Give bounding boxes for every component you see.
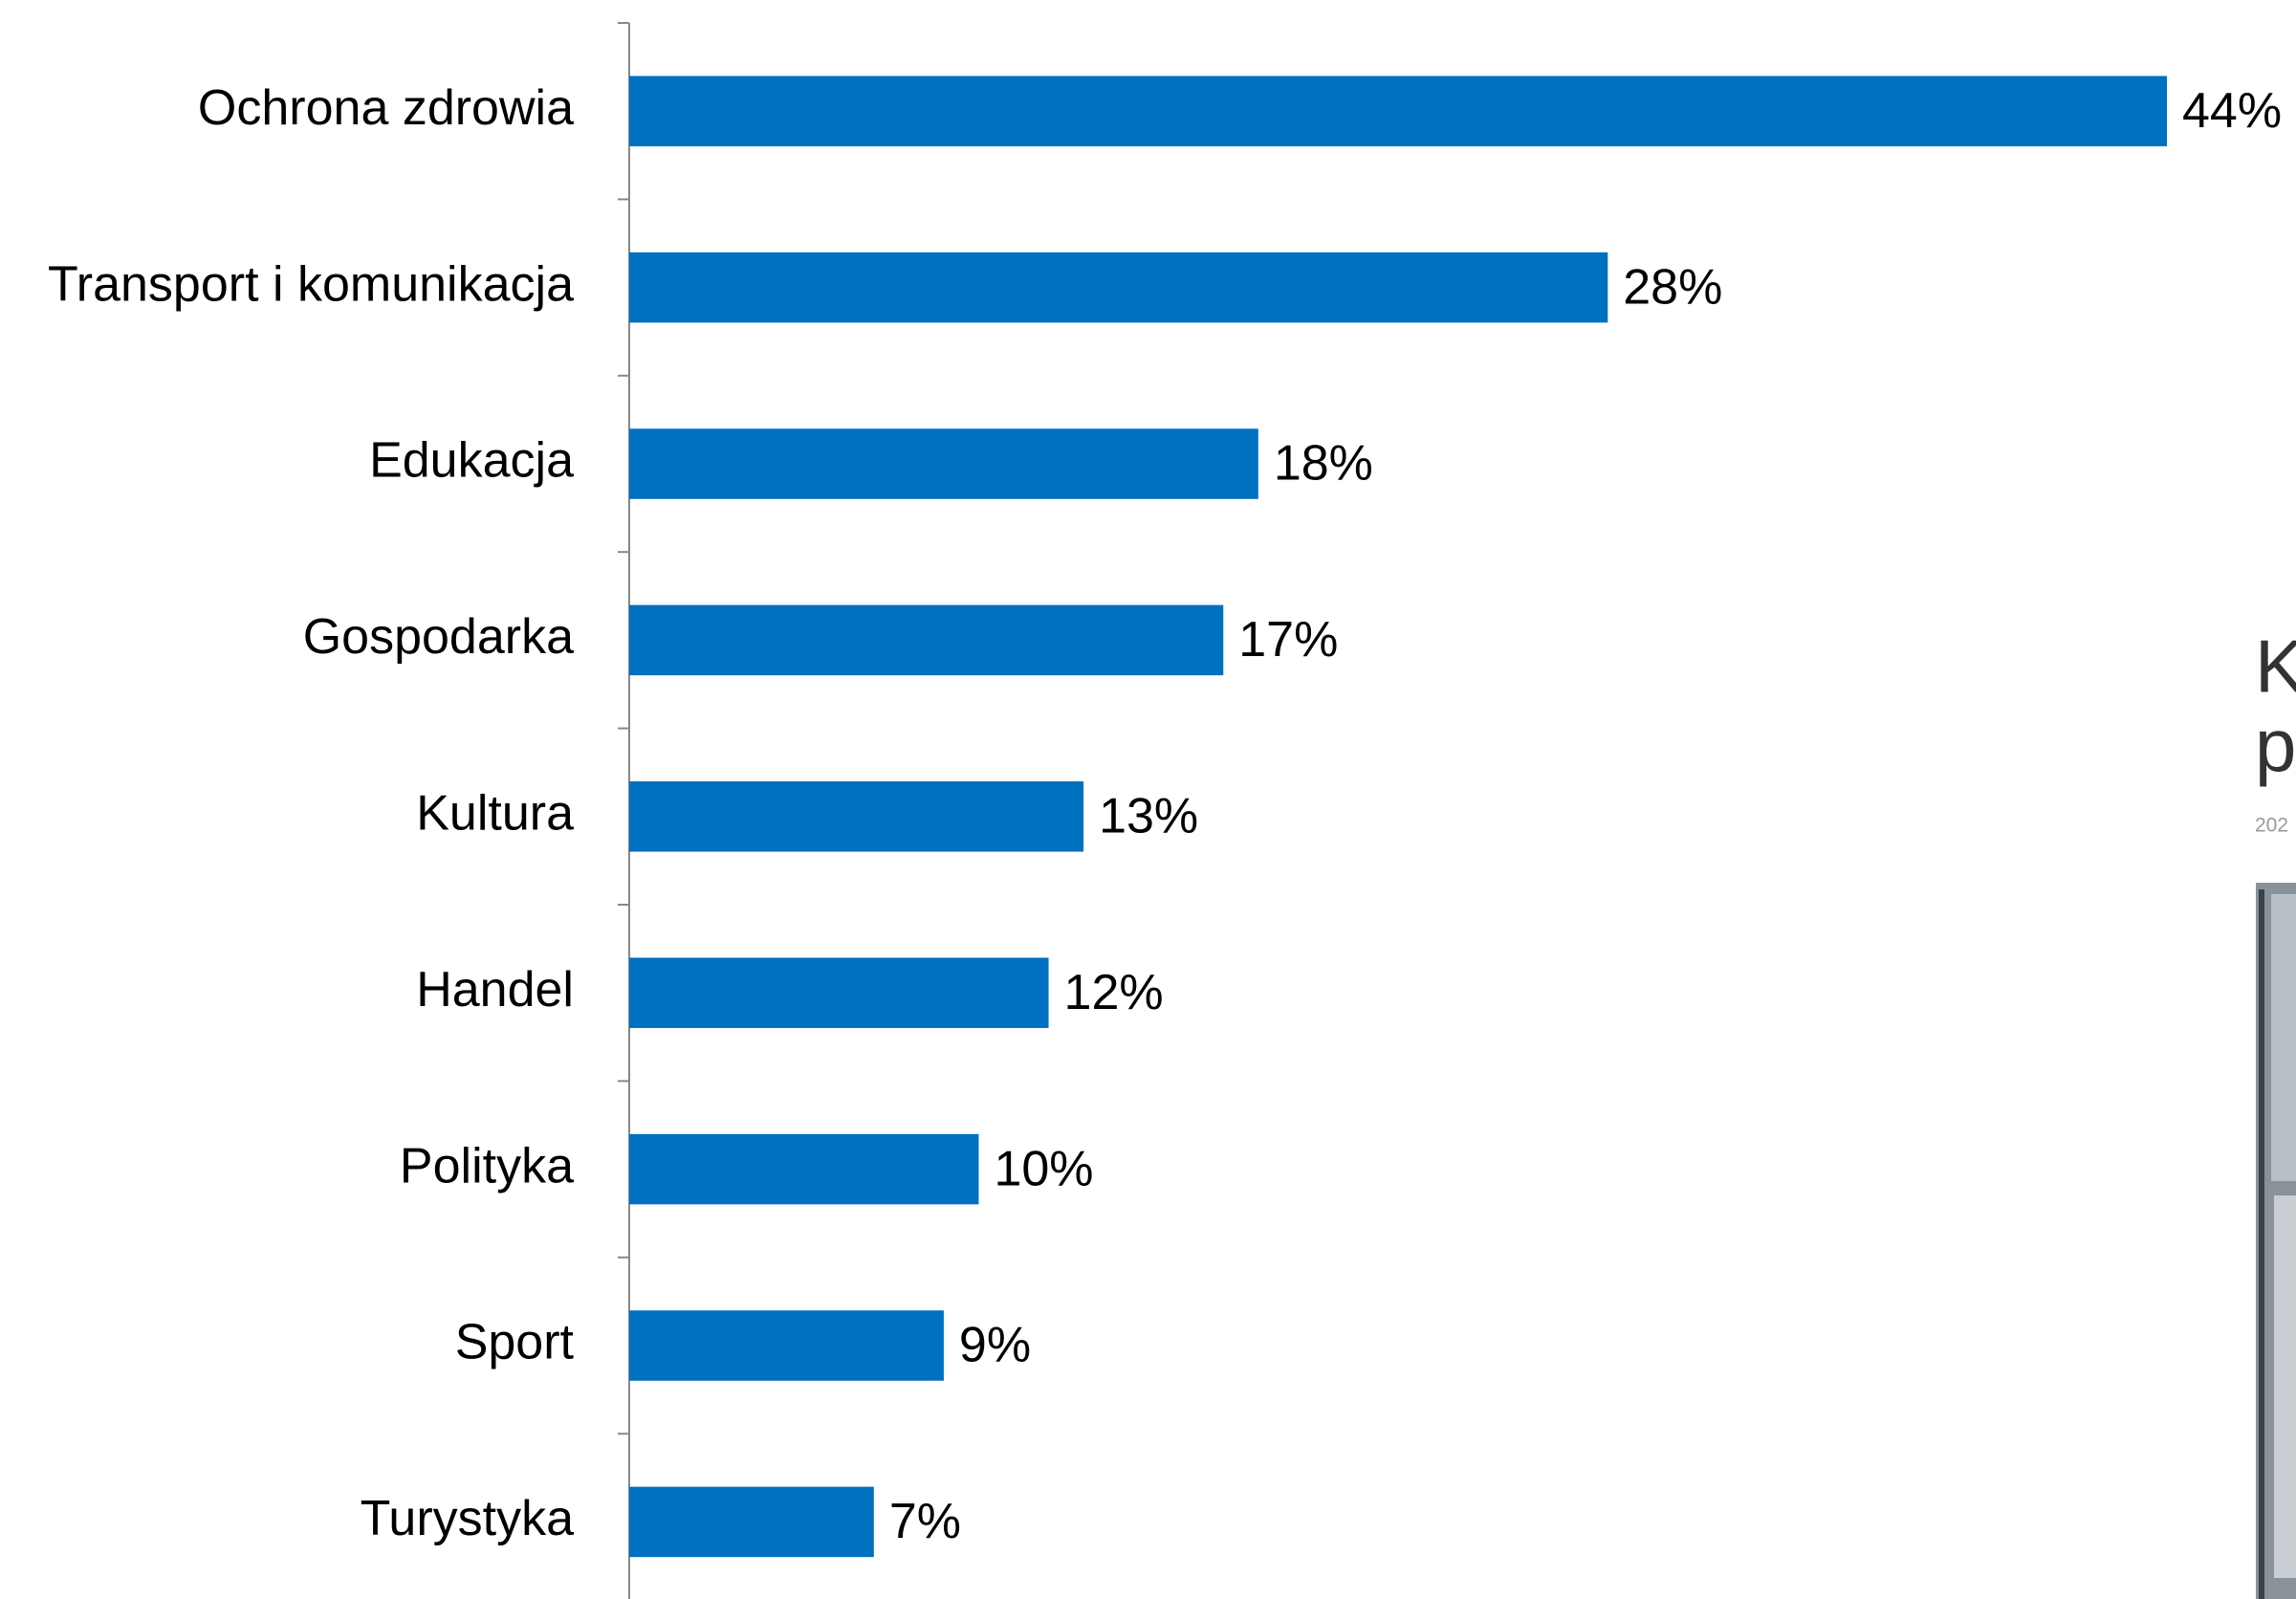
value-label: 10% — [994, 1141, 1093, 1196]
panel-photo-detail — [2274, 1195, 2296, 1578]
bar — [629, 428, 1258, 499]
category-label: Turystyka — [361, 1491, 575, 1546]
category-label: Transport i komunikacja — [48, 256, 574, 312]
value-label: 12% — [1064, 965, 1164, 1020]
value-label: 9% — [959, 1318, 1031, 1373]
category-label: Polityka — [400, 1138, 574, 1194]
category-label: Sport — [455, 1315, 575, 1370]
value-label: 7% — [889, 1494, 961, 1549]
category-label: Ochrona zdrowia — [198, 80, 574, 136]
bar — [629, 76, 2167, 146]
category-label: Gospodarka — [303, 609, 574, 665]
panel-title-line: p — [2255, 704, 2296, 788]
cropped-panel: K p 202 — [2255, 624, 2296, 1599]
value-label: 28% — [1623, 259, 1722, 315]
category-label: Edukacja — [369, 433, 574, 489]
category-label: Kultura — [416, 786, 574, 842]
panel-title-line: K — [2255, 624, 2296, 709]
bar — [629, 1133, 979, 1205]
panel-date: 202 — [2255, 815, 2288, 837]
bar — [629, 957, 1049, 1028]
panel-photo-detail — [2259, 889, 2264, 1599]
bar — [629, 604, 1224, 676]
bar — [629, 252, 1608, 323]
bar — [629, 1486, 874, 1558]
panel-photo-detail — [2271, 894, 2296, 1181]
bar — [629, 1310, 944, 1381]
value-label: 44% — [2182, 83, 2282, 139]
value-label: 17% — [1238, 612, 1338, 668]
bar — [629, 781, 1084, 852]
value-label: 13% — [1099, 789, 1198, 844]
category-label: Handel — [416, 962, 574, 1018]
value-label: 18% — [1274, 436, 1373, 492]
